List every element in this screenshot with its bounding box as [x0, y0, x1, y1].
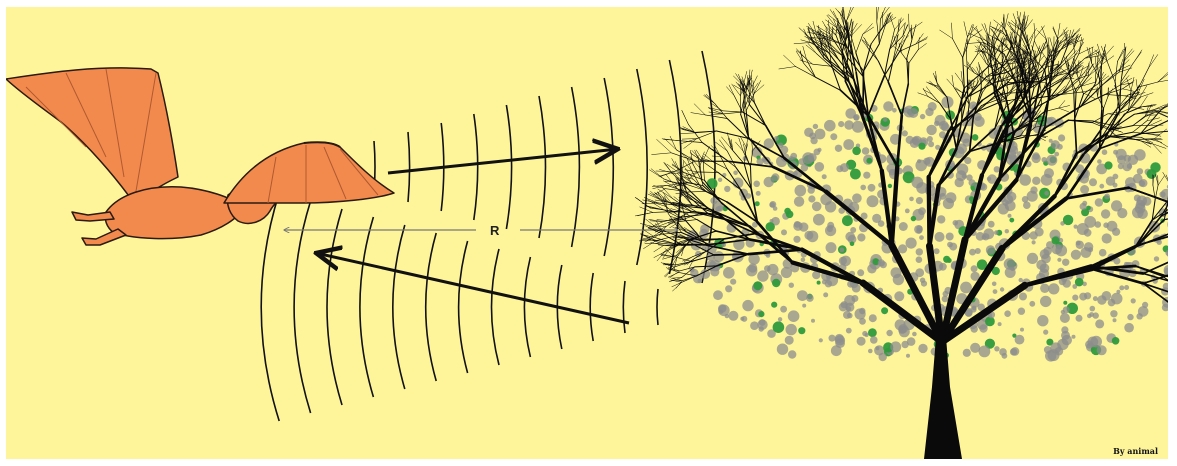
echo-wavefront [424, 232, 437, 382]
echo-wavefront [359, 216, 375, 398]
echo-wavefront [589, 272, 594, 342]
returning-echo-waves [260, 192, 659, 422]
wavefront [636, 68, 648, 266]
echo-wavefront [326, 208, 343, 406]
wavefront [473, 113, 479, 221]
bat-icon [6, 67, 395, 246]
echo-wavefront [293, 200, 312, 414]
echo-wavefront [656, 288, 659, 326]
wavefront [603, 77, 615, 257]
echo-wavefront [622, 280, 626, 334]
outgoing-call-arrow [387, 149, 618, 175]
echo-wavefront [457, 240, 469, 374]
diagram-canvas: R By animal [6, 7, 1168, 459]
tree-icon [634, 7, 1168, 459]
echo-wavefront [260, 192, 280, 422]
echo-return-arrow [316, 253, 630, 325]
outgoing-sound-waves [373, 50, 716, 284]
range-label: R [490, 223, 500, 238]
echolocation-diagram: R [6, 7, 1168, 459]
credit-text: By animal [1113, 446, 1158, 456]
echo-wavefront [392, 224, 406, 390]
echo-wavefront [523, 256, 532, 358]
echo-wavefront [490, 248, 500, 366]
wavefront [538, 95, 547, 239]
wavefront [407, 131, 411, 203]
wavefront [505, 104, 513, 230]
wavefront [570, 86, 581, 248]
wavefront [701, 50, 716, 284]
